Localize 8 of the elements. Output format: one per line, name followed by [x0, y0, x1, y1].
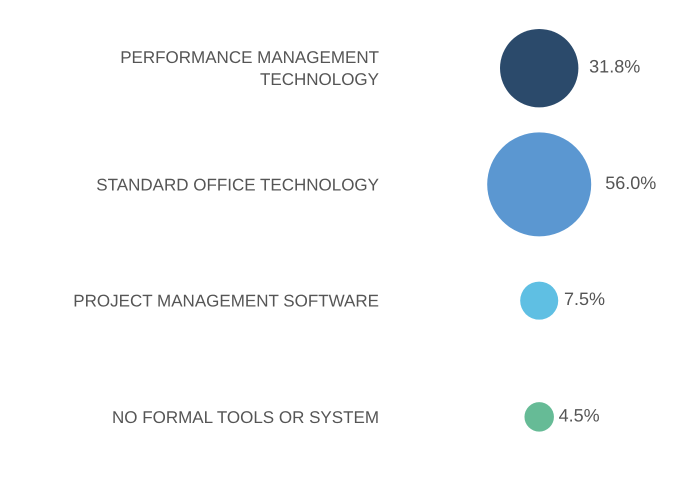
- data-label: 56.0%: [605, 172, 656, 193]
- category-label: PROJECT MANAGEMENT SOFTWARE: [73, 292, 379, 311]
- data-label: 4.5%: [558, 405, 600, 426]
- category-label: STANDARD OFFICE TECHNOLOGY: [96, 175, 379, 194]
- category-label: NO FORMAL TOOLS OR SYSTEM: [112, 408, 379, 427]
- category-label: PERFORMANCE MANAGEMENT TECHNOLOGY: [120, 48, 379, 90]
- data-label: 31.8%: [589, 56, 640, 77]
- data-label: 7.5%: [564, 289, 606, 310]
